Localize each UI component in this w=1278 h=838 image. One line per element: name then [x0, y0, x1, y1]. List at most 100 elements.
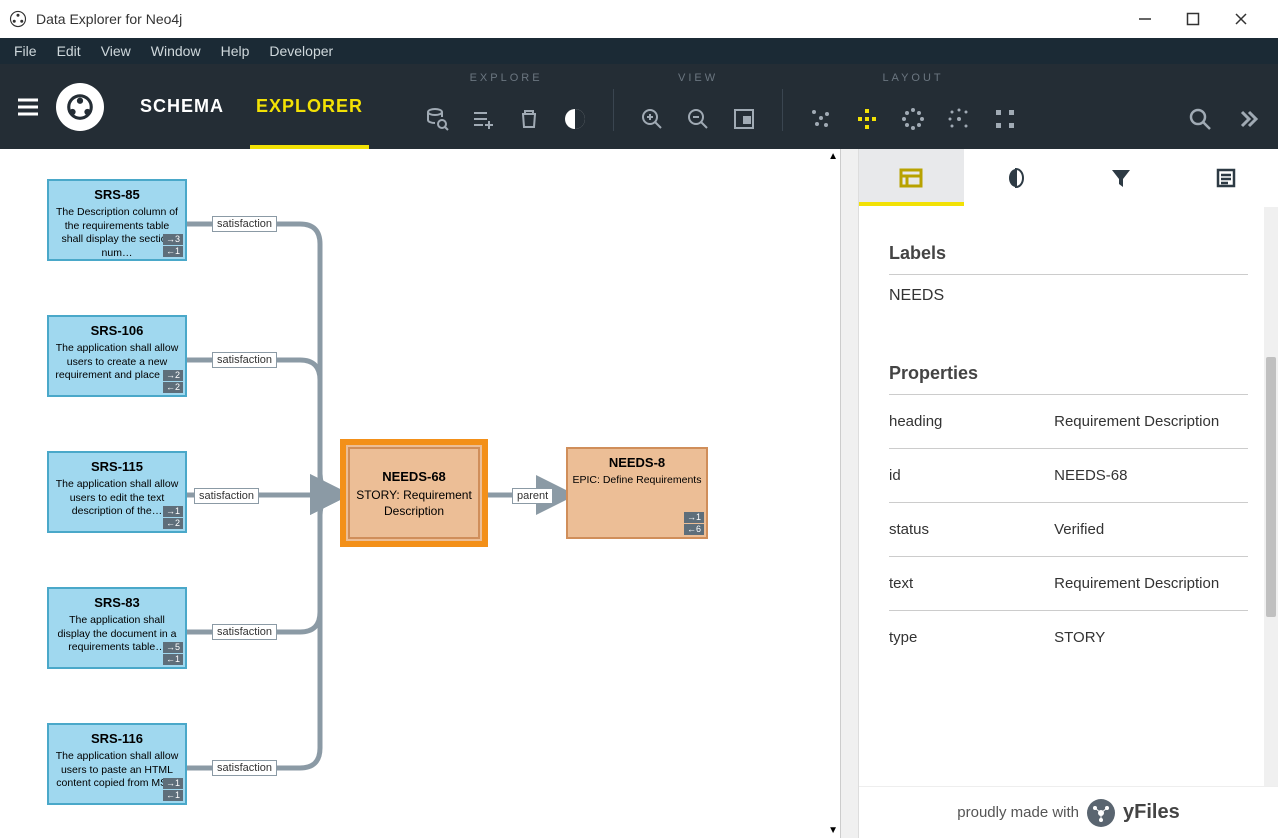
delete-icon[interactable]: [517, 107, 541, 131]
main-area: SRS-85The Description column of the requ…: [0, 149, 1278, 838]
property-key: text: [889, 575, 1054, 592]
footer-text: proudly made with: [957, 804, 1079, 821]
node-badge: ←6: [684, 524, 704, 535]
menu-help[interactable]: Help: [211, 43, 260, 59]
zoom-in-icon[interactable]: [640, 107, 664, 131]
property-key: type: [889, 629, 1054, 646]
yfiles-logo-icon: [1087, 799, 1115, 827]
main-toolbar: SCHEMA EXPLORER EXPLORE VIEW LAYOUT: [0, 64, 1278, 149]
property-value: NEEDS-68: [1054, 467, 1248, 484]
graph-node-SRS-106[interactable]: SRS-106The application shall allow users…: [47, 315, 187, 397]
db-search-icon[interactable]: [425, 107, 449, 131]
property-row: headingRequirement Description: [889, 394, 1248, 448]
panel-tab-style[interactable]: [964, 149, 1069, 206]
edge-label: parent: [512, 488, 553, 504]
property-row: idNEEDS-68: [889, 448, 1248, 502]
footer-brand: yFiles: [1123, 801, 1180, 824]
hamburger-button[interactable]: [0, 94, 56, 120]
node-badge: ←1: [163, 654, 183, 665]
menu-developer[interactable]: Developer: [259, 43, 343, 59]
canvas-scrollbar[interactable]: [840, 149, 858, 838]
property-key: status: [889, 521, 1054, 538]
graph-node-NEEDS-8[interactable]: NEEDS-8EPIC: Define Requirements ←6→1: [566, 447, 708, 539]
tab-schema[interactable]: SCHEMA: [124, 64, 240, 149]
graph-node-SRS-116[interactable]: SRS-116The application shall allow users…: [47, 723, 187, 805]
zoom-out-icon[interactable]: [686, 107, 710, 131]
edge-label: satisfaction: [194, 488, 259, 504]
menu-view[interactable]: View: [91, 43, 141, 59]
node-badge: ←2: [163, 518, 183, 529]
app-logo[interactable]: [56, 83, 104, 131]
graph-node-SRS-115[interactable]: SRS-115The application shall allow users…: [47, 451, 187, 533]
property-value: Requirement Description: [1054, 413, 1248, 430]
window-title: Data Explorer for Neo4j: [36, 11, 1136, 27]
node-text: STORY: Requirement Description: [350, 488, 478, 523]
node-title: NEEDS-8: [568, 449, 706, 474]
edge-label: satisfaction: [212, 352, 277, 368]
layout-orthogonal-icon[interactable]: [993, 107, 1017, 131]
node-title: NEEDS-68: [350, 463, 478, 488]
property-key: id: [889, 467, 1054, 484]
node-title: SRS-116: [49, 725, 185, 750]
group-label-layout: LAYOUT: [793, 72, 1033, 84]
graph-node-NEEDS-68[interactable]: NEEDS-68STORY: Requirement Description: [340, 439, 488, 547]
node-badge: →1: [684, 512, 704, 523]
property-row: textRequirement Description: [889, 556, 1248, 610]
group-label-view: VIEW: [624, 72, 772, 84]
node-title: SRS-83: [49, 589, 185, 614]
menu-file[interactable]: File: [4, 43, 47, 59]
node-title: SRS-85: [49, 181, 185, 206]
panel-scrollbar[interactable]: [1264, 207, 1278, 786]
layout-circular-icon[interactable]: [901, 107, 925, 131]
edge-label: satisfaction: [212, 216, 277, 232]
graph-node-SRS-85[interactable]: SRS-85The Description column of the requ…: [47, 179, 187, 261]
property-value: STORY: [1054, 629, 1248, 646]
property-row: typeSTORY: [889, 610, 1248, 664]
maximize-button[interactable]: [1184, 10, 1202, 28]
search-icon[interactable]: [1188, 107, 1212, 131]
labels-section-title: Labels: [889, 227, 1248, 274]
node-badge: →1: [163, 778, 183, 789]
minimize-button[interactable]: [1136, 10, 1154, 28]
property-row: statusVerified: [889, 502, 1248, 556]
node-text: EPIC: Define Requirements: [568, 474, 706, 492]
labels-value: NEEDS: [889, 274, 1248, 329]
layout-organic-icon[interactable]: [809, 107, 833, 131]
edge-label: satisfaction: [212, 624, 277, 640]
node-badge: →2: [163, 370, 183, 381]
property-key: heading: [889, 413, 1054, 430]
tab-explorer[interactable]: EXPLORER: [240, 64, 379, 149]
layout-hierarchic-icon[interactable]: [855, 107, 879, 131]
node-badge: →3: [163, 234, 183, 245]
panel-tab-filter[interactable]: [1069, 149, 1174, 206]
panel-footer: proudly made with yFiles: [859, 786, 1278, 838]
fit-icon[interactable]: [732, 107, 756, 131]
add-list-icon[interactable]: [471, 107, 495, 131]
node-badge: ←2: [163, 382, 183, 393]
expand-right-icon[interactable]: [1236, 107, 1260, 131]
menu-bar: File Edit View Window Help Developer: [0, 38, 1278, 64]
graph-canvas[interactable]: SRS-85The Description column of the requ…: [0, 149, 840, 838]
panel-tab-details[interactable]: [859, 149, 964, 206]
node-title: SRS-115: [49, 453, 185, 478]
node-badge: →5: [163, 642, 183, 653]
menu-window[interactable]: Window: [141, 43, 211, 59]
scroll-up-icon[interactable]: ▲: [828, 151, 838, 162]
node-title: SRS-106: [49, 317, 185, 342]
node-badge: ←1: [163, 246, 183, 257]
close-button[interactable]: [1232, 10, 1250, 28]
contrast-icon[interactable]: [563, 107, 587, 131]
group-label-explore: EXPLORE: [409, 72, 603, 84]
scroll-down-icon[interactable]: ▼: [828, 825, 838, 836]
property-value: Requirement Description: [1054, 575, 1248, 592]
properties-section-title: Properties: [889, 347, 1248, 394]
node-badge: →1: [163, 506, 183, 517]
graph-node-SRS-83[interactable]: SRS-83The application shall display the …: [47, 587, 187, 669]
node-badge: ←1: [163, 790, 183, 801]
menu-edit[interactable]: Edit: [47, 43, 91, 59]
panel-tab-list[interactable]: [1173, 149, 1278, 206]
layout-radial-icon[interactable]: [947, 107, 971, 131]
app-icon: [8, 9, 28, 29]
edge-label: satisfaction: [212, 760, 277, 776]
title-bar: Data Explorer for Neo4j: [0, 0, 1278, 38]
